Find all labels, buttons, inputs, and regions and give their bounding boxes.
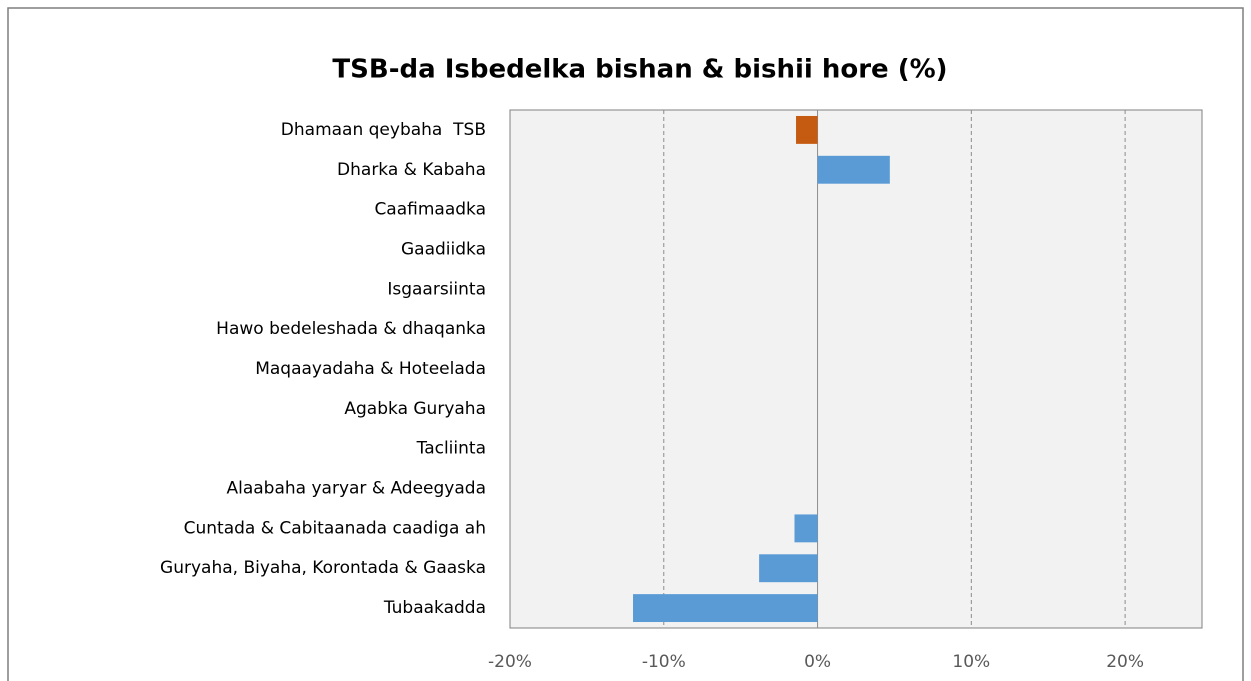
x-tick-label: -20%: [488, 652, 532, 672]
bar: [759, 554, 818, 583]
y-tick-label: Agabka Guryaha: [344, 399, 486, 419]
plot-area: [509, 109, 1203, 629]
y-tick-label: Isgaarsiinta: [387, 279, 486, 299]
x-tick-label: -10%: [642, 652, 686, 672]
y-tick-label: Tacliinta: [416, 439, 486, 459]
y-tick-label: Cuntada & Cabitaanada caadiga ah: [184, 518, 486, 538]
x-tick-label: 20%: [1106, 652, 1144, 672]
bar: [794, 514, 818, 543]
y-tick-label: Dhamaan qeybaha TSB: [281, 120, 486, 140]
y-tick-label: Caafimaadka: [374, 200, 486, 220]
y-tick-label: Tubaakadda: [383, 598, 486, 618]
chart-title: TSB-da Isbedelka bishan & bishii hore (%…: [332, 55, 947, 85]
y-tick-label: Dharka & Kabaha: [337, 160, 486, 180]
y-tick-label: Hawo bedeleshada & dhaqanka: [216, 319, 486, 339]
y-tick-label: Gaadiidka: [401, 239, 486, 259]
x-tick-label: 10%: [952, 652, 990, 672]
y-tick-label: Alaabaha yaryar & Adeegyada: [226, 479, 486, 499]
x-tick-label: 0%: [804, 652, 831, 672]
bar: [817, 155, 890, 184]
y-tick-label: Maqaayadaha & Hoteelada: [255, 359, 486, 379]
bar: [633, 594, 818, 623]
y-tick-label: Guryaha, Biyaha, Korontada & Gaaska: [160, 558, 486, 578]
bar: [796, 115, 818, 144]
